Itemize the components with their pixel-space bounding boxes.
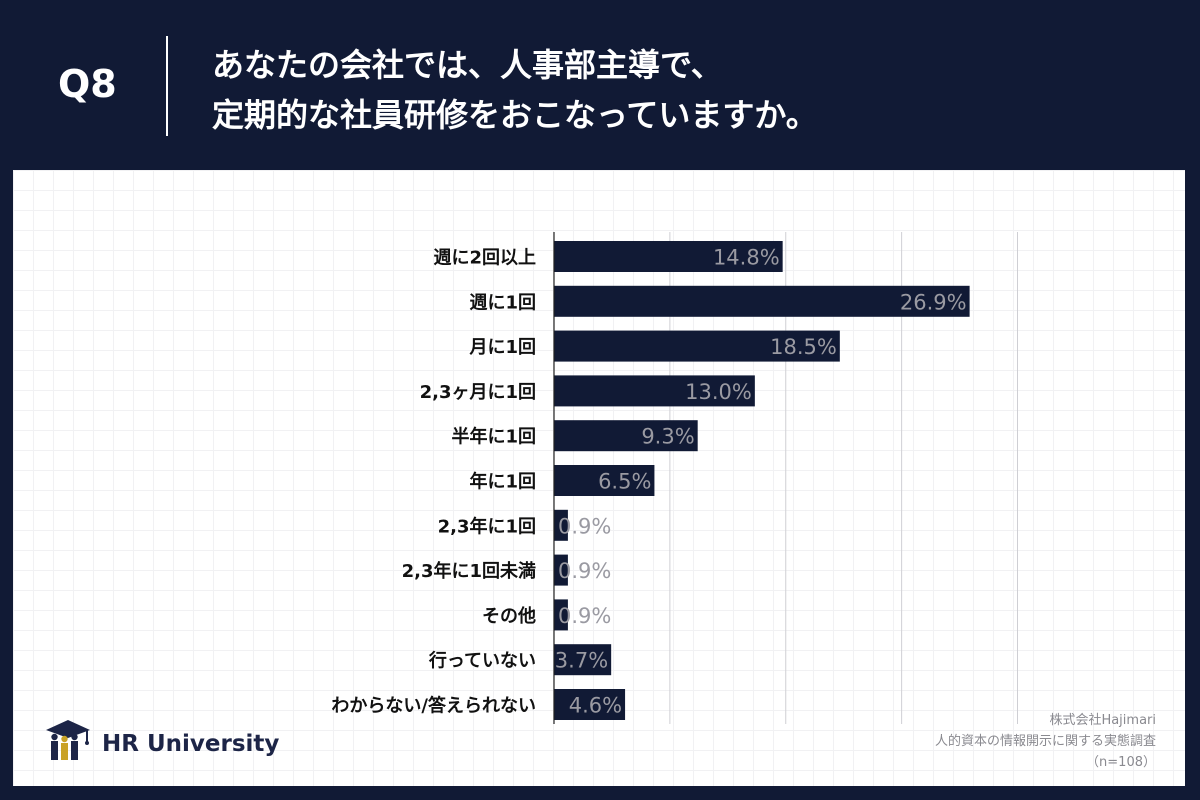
question-title: あなたの会社では、人事部主導で、 定期的な社員研修をおこなっていますか。 — [212, 40, 818, 140]
category-label: 週に1回 — [469, 292, 536, 313]
value-label: 0.9% — [558, 514, 611, 538]
header: Q8 あなたの会社では、人事部主導で、 定期的な社員研修をおこなっていますか。 — [0, 0, 1200, 170]
bar — [554, 509, 568, 541]
source-sample-size: （n=108） — [1086, 755, 1156, 770]
category-label: 年に1回 — [469, 471, 536, 493]
value-label: 6.5% — [598, 470, 651, 494]
category-label: その他 — [482, 605, 536, 627]
value-label: 18.5% — [770, 335, 837, 359]
question-number: Q8 — [58, 62, 117, 106]
logo-text: HR University — [102, 731, 280, 757]
graduation-cap-logo-icon — [46, 720, 90, 760]
value-label: 4.6% — [569, 694, 622, 718]
bar — [554, 599, 568, 631]
bar — [554, 285, 970, 317]
source-note: 株式会社Hajimari 人的資本の情報開示に関する実態調査 （n=108） — [935, 710, 1156, 773]
category-label: 半年に1回 — [451, 426, 536, 448]
bar — [554, 644, 612, 676]
value-label: 14.8% — [713, 246, 780, 270]
header-divider — [166, 36, 168, 136]
bar — [554, 465, 655, 496]
category-label: 行っていない — [428, 650, 536, 672]
category-label: 月に1回 — [468, 337, 536, 358]
value-label: 13.0% — [685, 380, 752, 404]
question-title-line2: 定期的な社員研修をおこなっていますか。 — [212, 96, 818, 134]
bar — [554, 689, 626, 720]
bar — [554, 330, 840, 362]
value-label: 3.7% — [555, 649, 608, 673]
bar — [554, 554, 568, 586]
category-label: 2,3年に1回 — [438, 515, 536, 537]
value-label: 0.9% — [558, 604, 611, 628]
source-survey: 人的資本の情報開示に関する実態調査 — [934, 734, 1156, 749]
category-label: わからない/答えられない — [331, 695, 536, 717]
value-label: 9.3% — [641, 425, 694, 449]
category-label: 2,3ヶ月に1回 — [420, 382, 536, 403]
bar — [554, 375, 755, 407]
question-title-line1: あなたの会社では、人事部主導で、 — [212, 46, 723, 84]
category-label: 2,3年に1回未満 — [402, 560, 536, 582]
bar — [554, 420, 698, 452]
value-label: 0.9% — [558, 559, 611, 583]
category-label: 週に2回以上 — [433, 248, 536, 269]
value-label: 26.9% — [900, 290, 967, 314]
bar — [554, 241, 783, 272]
source-company: 株式会社Hajimari — [1049, 713, 1156, 728]
